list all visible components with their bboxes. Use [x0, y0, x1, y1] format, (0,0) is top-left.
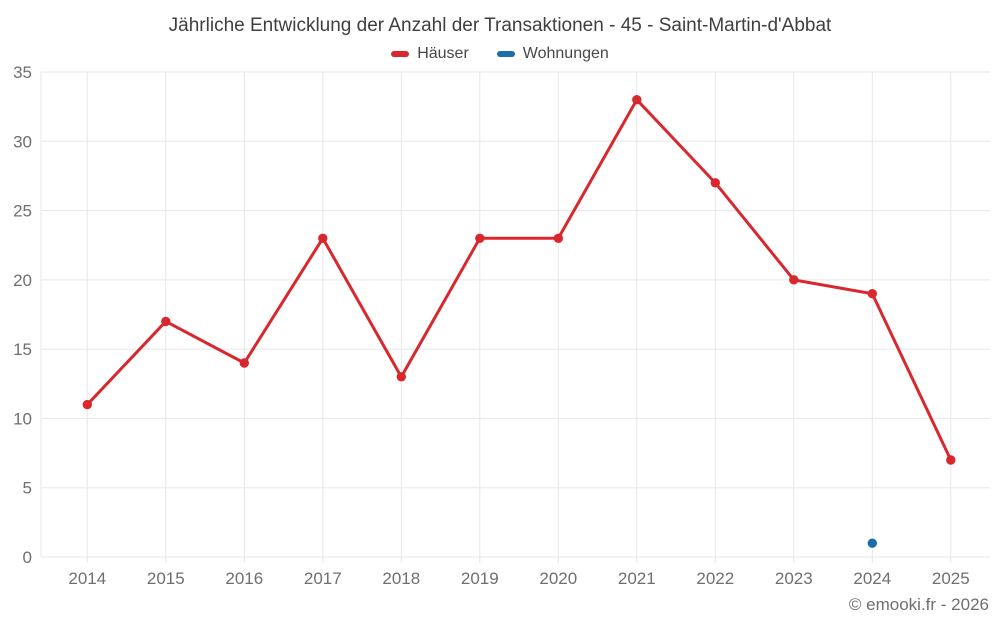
x-tick-label: 2014 [68, 569, 106, 588]
data-point-Häuser[interactable] [318, 233, 328, 243]
legend-label-wohnungen: Wohnungen [522, 45, 609, 62]
legend-item-haeuser[interactable]: Häuser [391, 45, 469, 63]
x-tick-label: 2022 [696, 569, 734, 588]
legend-marker-haeuser-icon [391, 51, 410, 57]
y-tick-label: 30 [13, 132, 32, 151]
legend-marker-wohnungen-icon [496, 51, 515, 57]
data-point-Häuser[interactable] [553, 233, 563, 243]
x-tick-label: 2017 [304, 569, 342, 588]
copyright-text: © emooki.fr - 2026 [848, 595, 989, 614]
y-tick-label: 10 [13, 409, 32, 428]
chart-title: Jährliche Entwicklung der Anzahl der Tra… [168, 15, 832, 36]
data-point-Häuser[interactable] [946, 455, 956, 465]
x-tick-label: 2019 [461, 569, 499, 588]
data-point-Häuser[interactable] [161, 316, 171, 327]
x-tick-label: 2023 [775, 569, 813, 588]
y-tick-label: 15 [13, 340, 32, 359]
x-tick-label: 2016 [225, 569, 263, 588]
y-tick-label: 5 [23, 479, 32, 498]
legend-item-wohnungen[interactable]: Wohnungen [496, 45, 609, 63]
y-tick-label: 0 [23, 548, 32, 567]
y-tick-label: 20 [13, 271, 32, 290]
x-tick-label: 2025 [932, 569, 970, 588]
x-tick-label: 2021 [618, 569, 656, 588]
y-tick-label: 35 [13, 63, 32, 82]
series-line-Häuser [85, 98, 953, 462]
data-point-Häuser[interactable] [867, 289, 877, 299]
data-point-Häuser[interactable] [396, 372, 406, 382]
x-tick-label: 2018 [382, 569, 420, 588]
data-point-Häuser[interactable] [710, 178, 720, 188]
x-tick-label: 2020 [539, 569, 577, 588]
x-tick-label: 2015 [147, 569, 185, 588]
data-point-Häuser[interactable] [475, 233, 485, 243]
legend: Häuser Wohnungen [0, 45, 1000, 63]
data-point-Häuser[interactable] [82, 399, 93, 410]
legend-label-haeuser: Häuser [417, 45, 469, 62]
data-point-Häuser[interactable] [789, 275, 799, 285]
data-point-Häuser[interactable] [239, 358, 249, 368]
x-tick-label: 2024 [853, 569, 891, 588]
y-tick-label: 25 [13, 202, 32, 221]
data-point-Wohnungen[interactable] [867, 538, 877, 548]
data-point-Häuser[interactable] [632, 95, 642, 105]
